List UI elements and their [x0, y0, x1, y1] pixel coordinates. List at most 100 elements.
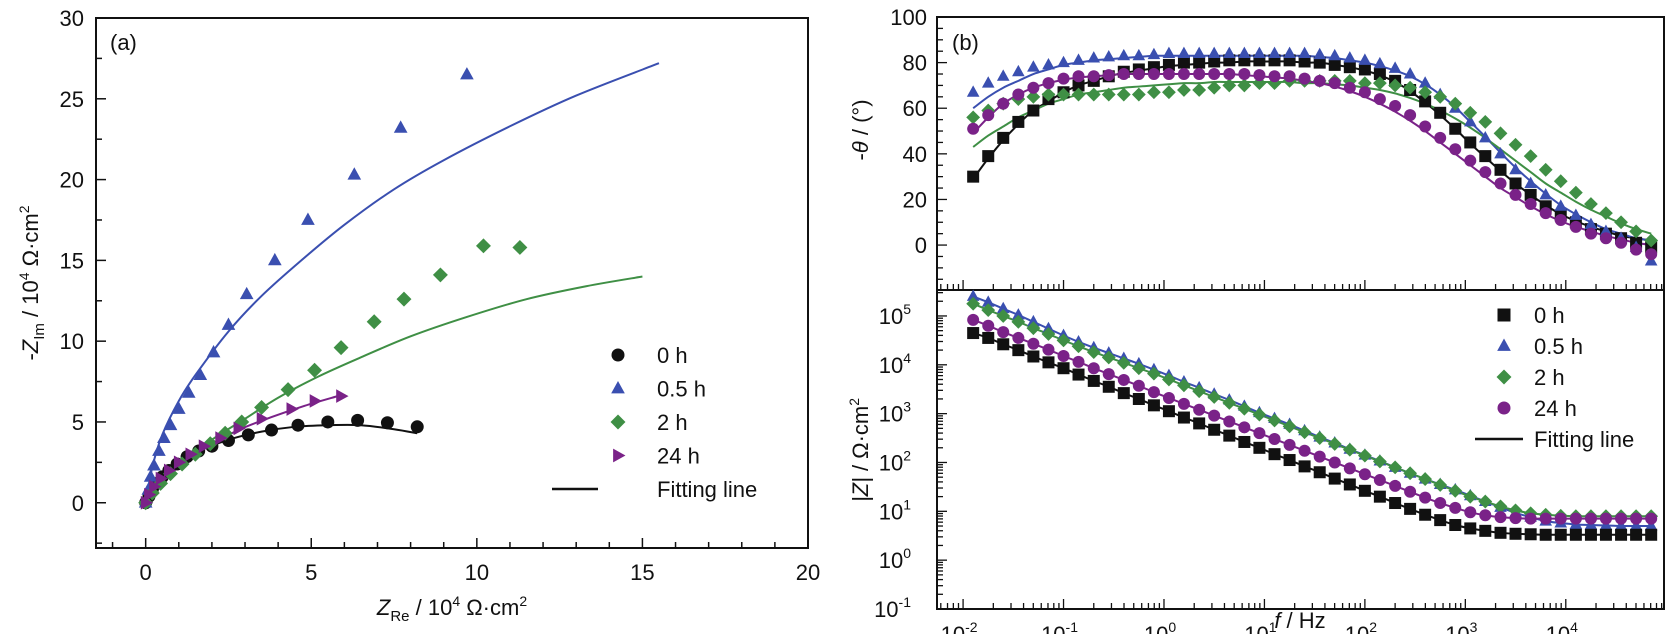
phase-point [1463, 115, 1477, 127]
phase-fit-05h [972, 54, 1652, 242]
phase-point [1223, 54, 1236, 67]
modulus-point [1554, 528, 1567, 541]
modulus-point [1644, 519, 1658, 531]
y-tick-label: 5 [72, 410, 84, 435]
modulus-point [1101, 350, 1116, 365]
phase-point [1538, 162, 1553, 177]
modulus-point [1087, 362, 1100, 375]
modulus-point [1388, 460, 1403, 475]
phase-point [1268, 46, 1281, 58]
phase-point [1072, 79, 1085, 92]
phase-point [967, 122, 980, 135]
modulus-point [1042, 343, 1055, 356]
phase-point [1283, 70, 1296, 83]
x-title-unit: Ω·cm [460, 595, 519, 620]
modulus-point [1207, 390, 1222, 404]
phase-point [1569, 220, 1582, 233]
modulus-point [1389, 497, 1402, 510]
data-point [241, 428, 255, 442]
modulus-tick-label: 100 [879, 545, 911, 573]
modulus-point [1252, 407, 1267, 422]
freq-title-main: f [1274, 608, 1283, 633]
data-point [336, 389, 349, 403]
phase-point [966, 85, 980, 97]
modulus-y-axis-title: |Z| / Ω·cm2 [846, 398, 873, 502]
phase-point [1343, 81, 1356, 94]
phase-point [1449, 122, 1462, 135]
phase-point [1539, 207, 1552, 220]
data-point [198, 439, 212, 454]
tick-exponent: 3 [903, 399, 911, 415]
modulus-point [1539, 512, 1552, 525]
phase-point [1418, 76, 1432, 88]
x-tick-label: 0 [140, 560, 152, 585]
nyquist-plot-frame [95, 17, 809, 549]
phase-point [1283, 54, 1296, 67]
tick-exponent: 1 [903, 496, 911, 512]
modulus-point [1253, 441, 1266, 454]
phase-point [1147, 47, 1161, 60]
modulus-point [1102, 380, 1115, 393]
modulus-point [1313, 466, 1326, 479]
y-tick-label: 25 [60, 87, 84, 112]
phase-point [1403, 80, 1418, 95]
freq-tick-label: 100 [1144, 619, 1176, 634]
nyquist-markers [138, 67, 528, 511]
data-point [268, 252, 282, 266]
phase-point [1298, 72, 1311, 85]
modulus-point [1539, 528, 1552, 541]
phase-point [1177, 83, 1191, 97]
phase-point [1086, 87, 1101, 102]
phase-point [1042, 77, 1055, 90]
modulus-point [1253, 427, 1266, 440]
phase-point [1615, 236, 1628, 249]
modulus-point [1358, 484, 1371, 497]
phase-point [1539, 187, 1552, 200]
data-point [286, 402, 299, 416]
modulus-point [1117, 373, 1130, 386]
phase-fit-2h [972, 80, 1652, 235]
modulus-point [1208, 409, 1221, 422]
phase-point [967, 170, 980, 183]
modulus-point [1208, 423, 1221, 436]
phase-point [1614, 215, 1628, 230]
phase-point [982, 109, 995, 122]
modulus-point [1645, 528, 1658, 541]
phase-point [1433, 89, 1448, 104]
phase-point [1448, 96, 1463, 111]
x-title-sup: 4 [452, 593, 460, 609]
modulus-point [1012, 308, 1025, 320]
legend-marker [611, 381, 625, 394]
phase-point [1494, 163, 1507, 176]
modulus-point [1012, 331, 1025, 344]
modulus-tick-label: 104 [879, 350, 911, 378]
phase-title-prefix: - [848, 153, 873, 160]
phase-point [1162, 46, 1176, 58]
modulus-point [1057, 350, 1070, 363]
phase-point [1268, 70, 1281, 83]
x-title-rest: / 10 [410, 595, 453, 620]
data-point [265, 423, 279, 437]
modulus-title-rest: / Ω·cm [848, 406, 873, 477]
phase-point [1419, 120, 1432, 133]
phase-point [1388, 78, 1403, 93]
phase-point [1464, 136, 1477, 149]
tick-base: 10 [879, 499, 903, 524]
phase-point [1192, 83, 1207, 97]
modulus-point [966, 289, 980, 301]
legend-label: 0 h [1534, 303, 1565, 328]
modulus-point [1630, 512, 1643, 525]
legend-marker [1496, 369, 1512, 385]
data-point [181, 385, 196, 398]
modulus-fit-2h [972, 302, 1652, 518]
phase-point [1373, 93, 1386, 106]
phase-point [1569, 208, 1583, 220]
modulus-tick-label: 10-1 [874, 594, 911, 622]
phase-point [1027, 81, 1040, 94]
phase-point [1357, 76, 1372, 91]
phase-point [1101, 87, 1116, 102]
tick-base: 10 [879, 304, 903, 329]
modulus-point [1328, 472, 1341, 485]
modulus-point [1283, 438, 1296, 451]
phase-point [1056, 87, 1071, 102]
